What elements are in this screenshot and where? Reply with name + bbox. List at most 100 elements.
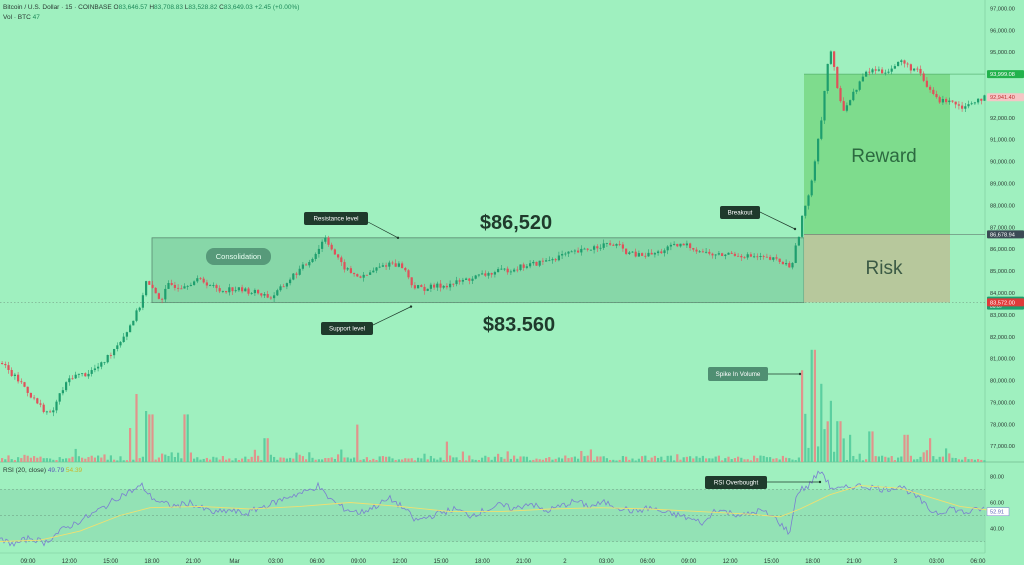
candle-body: [740, 255, 743, 258]
candle-body: [375, 267, 378, 271]
candle-body: [650, 252, 653, 255]
rsi-legend[interactable]: RSI (20, close) 49.79 54.39: [3, 467, 82, 474]
volume-bar: [244, 456, 247, 462]
candle-body: [519, 264, 522, 270]
candle-body: [468, 278, 471, 281]
volume-bar: [109, 455, 112, 462]
candle-body: [199, 278, 202, 280]
volume-bar: [481, 457, 484, 462]
volume-bar: [612, 459, 615, 462]
volume-bar: [231, 460, 234, 462]
candle-body: [647, 252, 650, 257]
volume-bar: [433, 458, 436, 462]
volume-bar: [116, 460, 119, 462]
candle-body: [381, 265, 384, 267]
ohlc-c-label: C: [219, 4, 224, 11]
candle-body: [705, 251, 708, 253]
volume-bar: [791, 459, 794, 462]
candle-body: [177, 287, 180, 289]
volume-bar: [644, 455, 647, 462]
candle-body: [330, 244, 333, 250]
candle-body: [218, 288, 221, 292]
volume-bar: [228, 458, 231, 462]
candle-body: [135, 310, 138, 321]
volume-bar: [4, 459, 7, 462]
candle-body: [567, 251, 570, 254]
ohlc-h-value: 83,708.83: [154, 4, 183, 11]
candle-body: [292, 273, 295, 280]
candle-body: [343, 262, 346, 270]
volume-bar: [682, 457, 685, 462]
candle-body: [372, 270, 375, 273]
price-axis[interactable]: 97,000.0096,000.0095,000.0094,000.0093,0…: [987, 6, 1024, 450]
candle-body: [839, 88, 842, 102]
time-tick-label: 18:00: [144, 559, 160, 565]
candle-body: [625, 248, 628, 254]
candle-body: [93, 368, 96, 371]
volume-bar: [660, 456, 663, 462]
resistance-label-box: [304, 212, 368, 225]
rsi-current-label: 52.91: [990, 510, 1004, 516]
candle-body: [829, 51, 832, 64]
time-tick-label: 18:00: [805, 559, 821, 565]
candle-body: [541, 260, 544, 262]
volume-bar: [887, 457, 890, 462]
candle-body: [247, 288, 250, 294]
time-tick-label: 12:00: [723, 559, 739, 565]
time-tick-label: 06:00: [640, 559, 656, 565]
volume-bar: [826, 421, 829, 462]
volume-bar: [340, 449, 343, 462]
volume-bar: [257, 455, 260, 462]
volume-bar: [759, 455, 762, 462]
volume-bar: [532, 459, 535, 462]
candle-body: [948, 100, 951, 103]
symbol-legend[interactable]: Bitcoin / U.S. Dollar · 15 · COINBASE O8…: [3, 4, 299, 11]
time-axis[interactable]: 09:00 12:00 15:00 18:00 21:00 Mar 03:00 06:00 09…: [20, 559, 986, 565]
candle-body: [852, 91, 855, 101]
candle-body: [791, 262, 794, 268]
candle-body: [692, 248, 695, 250]
candle-body: [724, 254, 727, 256]
price-tag-label: 86,678.94: [990, 232, 1015, 238]
breakout-label: Breakout: [728, 210, 753, 217]
volume-bar: [689, 456, 692, 462]
volume-bar: [461, 451, 464, 462]
volume-bar: [285, 458, 288, 462]
time-tick-label: 12:00: [62, 559, 78, 565]
candle-body: [305, 264, 308, 266]
candle-body: [689, 243, 692, 249]
volume-bar: [983, 460, 986, 462]
candle-body: [679, 243, 682, 247]
candlestick-series: [1, 50, 986, 417]
candle-body: [231, 287, 234, 292]
candle-body: [7, 365, 10, 370]
candle-body: [721, 253, 724, 256]
candle-body: [823, 90, 826, 121]
volume-bar: [423, 453, 426, 462]
candle-body: [877, 69, 880, 71]
candle-body: [26, 386, 29, 393]
candle-body: [388, 262, 391, 267]
volume-bar: [724, 458, 727, 462]
candle-body: [397, 263, 400, 267]
volume-bar: [785, 457, 788, 462]
candle-body: [593, 246, 596, 250]
ohlc-o-label: O: [113, 4, 119, 11]
volume-bar: [394, 459, 397, 462]
candle-body: [913, 68, 916, 71]
candle-body: [410, 277, 413, 286]
candle-body: [148, 281, 151, 285]
rsi-ma-line: [0, 485, 991, 542]
candle-body: [340, 257, 343, 263]
volume-legend[interactable]: Vol · BTC 47: [3, 14, 40, 21]
volume-bar: [516, 458, 519, 462]
candle-body: [125, 332, 128, 337]
candle-body: [865, 71, 868, 77]
volume-bar: [564, 455, 567, 462]
volume-bar: [343, 457, 346, 462]
candle-body: [228, 287, 231, 293]
candle-body: [906, 63, 909, 65]
volume-bar: [23, 454, 26, 462]
candle-body: [423, 286, 426, 291]
